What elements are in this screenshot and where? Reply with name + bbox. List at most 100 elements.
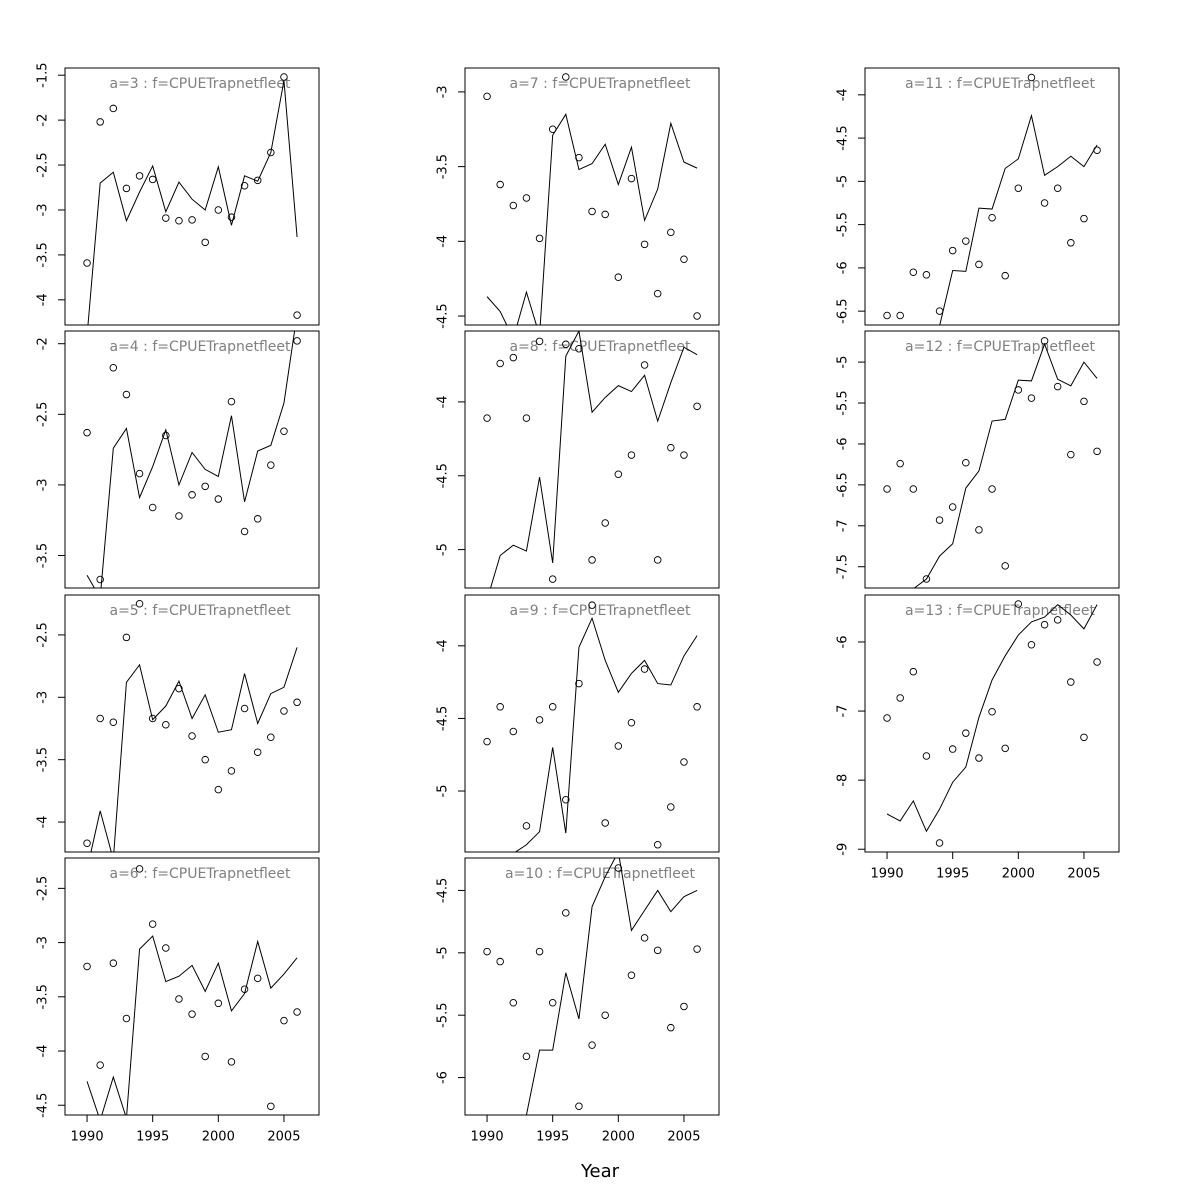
data-point [135,865,144,873]
data-point [693,312,701,320]
panel-title: a=10 : f=CPUETrapnetfleet [505,866,695,882]
data-point [267,1102,275,1111]
data-point [922,575,931,583]
data-point [535,337,544,346]
data-point [109,363,118,372]
data-point [148,175,157,184]
x-tick-label: 2005 [1067,867,1100,882]
data-point [535,716,544,724]
data-point [522,822,531,830]
y-tick-label: -3 [36,203,51,216]
data-point [214,785,223,794]
data-point [1093,447,1101,456]
data-point [1053,382,1062,391]
data-point [667,803,675,811]
y-tick-label: -6 [836,261,851,274]
data-point [680,451,688,459]
panel-title: a=7 : f=CPUETrapnetfleet [509,76,691,92]
y-tick-label: -2.5 [36,152,51,177]
data-point [1080,397,1088,406]
data-point [1001,562,1009,570]
data-point [1001,271,1009,280]
data-point [680,1002,688,1011]
data-point [280,73,288,81]
data-point [975,260,983,269]
y-tick-label: -4.5 [436,878,451,903]
data-point [109,104,118,113]
data-point [653,946,662,955]
data-point [227,213,236,221]
data-line [886,604,1098,833]
data-point [640,934,649,942]
y-tick-label: -6.5 [836,298,851,323]
data-point [588,1041,596,1049]
data-point [883,485,891,493]
plot-frame [464,330,720,589]
data-point [548,998,557,1007]
plot-frame [864,67,1120,326]
y-tick-label: -6 [836,635,851,648]
data-line [525,858,698,1115]
plot-area [483,601,701,852]
data-point [640,361,649,369]
plot-frame [464,67,720,326]
data-point [1080,214,1088,223]
plot-area [83,331,301,588]
y-tick-label: -5 [836,175,851,188]
data-point [693,703,701,711]
data-point [240,527,249,536]
data-line [490,331,698,588]
plot-frame [64,594,320,853]
data-point [909,485,918,493]
data-point [988,213,996,222]
data-point [614,864,623,872]
panel: a=10 : f=CPUETrapnetfleet -4.5 -5 -5.5 -6 199… [436,857,720,1145]
data-line [90,647,298,852]
data-point [483,414,491,422]
plot-frame [864,330,1120,589]
data-point [483,92,491,101]
data-point [148,503,157,512]
data-point [96,118,104,126]
y-tick-label: -3.5 [36,242,51,267]
data-line [913,342,1098,588]
data-point [535,234,544,243]
panel: a=9 : f=CPUETrapnetfleet -4 -4.5 -5 [436,594,720,853]
data-point [548,575,557,583]
data-point [1080,733,1088,742]
data-point [188,1010,196,1018]
data-point [948,246,957,255]
data-point [627,719,636,727]
plot-area [483,858,701,1115]
panel: a=7 : f=CPUETrapnetfleet -3 -3.5 -4 -4.5 [436,67,720,329]
data-point [896,459,904,468]
data-point [640,240,649,249]
data-point [109,959,118,967]
panel-title: a=12 : f=CPUETrapnetfleet [905,339,1095,355]
plot-area [483,73,701,325]
y-tick-label: -2 [36,114,51,127]
data-point [922,271,931,279]
data-point [188,216,196,224]
data-point [122,184,131,193]
data-point [653,840,662,849]
data-point [214,495,223,503]
data-point [267,461,275,469]
data-point [201,755,209,764]
y-tick-label: -3.5 [36,747,51,772]
panel: a=4 : f=CPUETrapnetfleet -2 -2.5 -3 -3.5 [36,330,320,589]
data-point [1040,199,1049,207]
data-point [280,1016,288,1025]
y-tick-label: -2.5 [36,622,51,647]
data-point [293,1008,301,1016]
data-point [522,194,531,202]
data-point [1067,239,1075,247]
data-point [293,311,301,319]
data-point [135,469,144,478]
panel-title: a=13 : f=CPUETrapnetfleet [905,603,1095,619]
y-tick-label: -6 [836,437,851,450]
x-axis-label: Year [580,1161,620,1182]
y-tick-label: -4 [36,293,51,306]
plot-area [83,865,301,1115]
data-point [280,427,288,436]
